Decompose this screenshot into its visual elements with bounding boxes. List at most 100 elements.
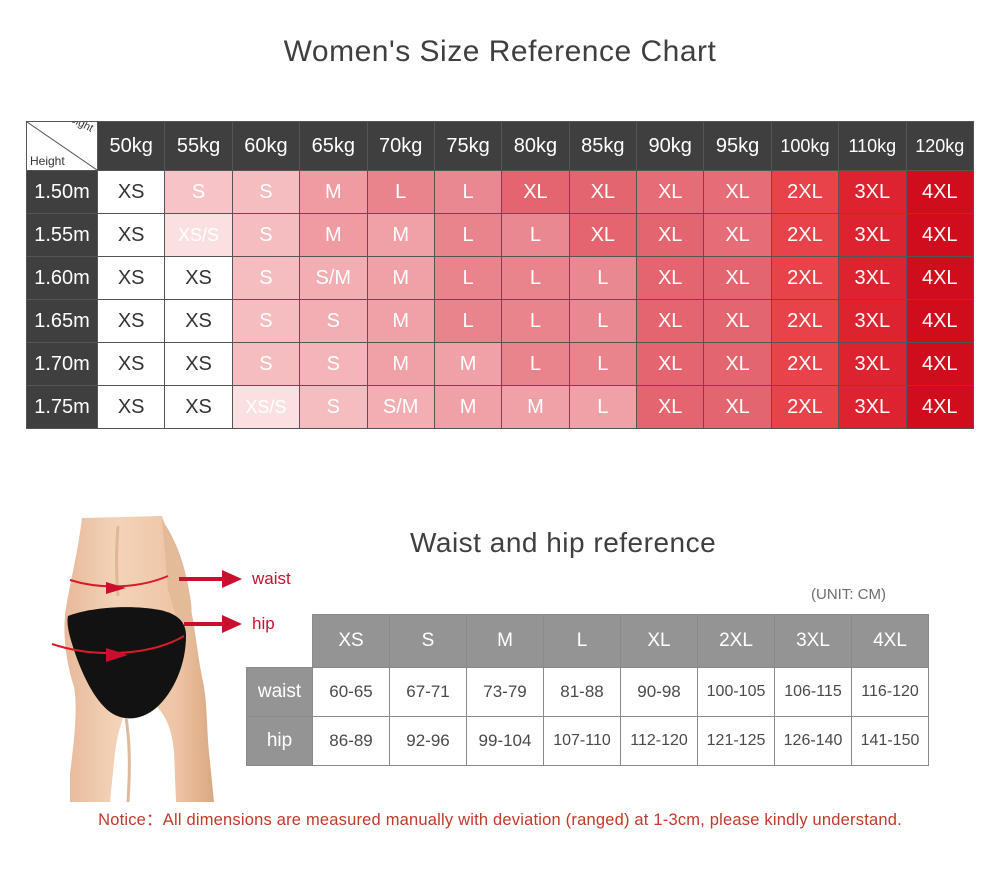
size-cell: M: [366, 342, 435, 386]
waist-hip-value-cell: 86-89: [312, 716, 390, 766]
waist-hip-row: hip 86-89 92-96 99-104 107-110 112-120 121-125…: [246, 716, 929, 766]
size-cell: XL: [635, 342, 705, 386]
size-cell: 4XL: [905, 385, 974, 429]
height-row-header: 1.55m: [26, 213, 98, 257]
weight-column-header: 90kg: [635, 121, 705, 171]
height-row-header: 1.65m: [26, 299, 98, 343]
waist-hip-value-cell: 107-110: [543, 716, 621, 766]
size-cell: XL: [703, 385, 772, 429]
corner-height-label: Height: [30, 154, 65, 168]
size-cell: XL: [703, 213, 772, 257]
height-row-header: 1.75m: [26, 385, 98, 429]
waist-hip-value-cell: 90-98: [620, 667, 698, 717]
waist-hip-value-cell: 100-105: [697, 667, 775, 717]
waist-hip-column-header: S: [389, 614, 467, 668]
weight-column-header: 95kg: [703, 121, 772, 171]
waist-hip-table: XS S M L XL 2XL 3XL 4XL waist 60-65 67-71 73-79 81-…: [246, 614, 929, 766]
size-cell: L: [501, 299, 570, 343]
waist-arrow-label: waist: [252, 569, 291, 588]
size-cell: L: [366, 170, 435, 214]
size-cell: XS: [164, 256, 233, 300]
size-cell: L: [568, 385, 638, 429]
waist-hip-header-row: XS S M L XL 2XL 3XL 4XL: [247, 614, 929, 668]
size-cell: XL: [635, 256, 705, 300]
waist-hip-column-header: L: [543, 614, 621, 668]
body-illustration: waist hip: [44, 512, 291, 803]
size-cell: 4XL: [905, 256, 974, 300]
size-grid-row: 1.55m XS XS/S S M M L L XL XL XL 2XL 3XL 4XL: [26, 213, 974, 257]
size-cell: L: [501, 213, 570, 257]
size-cell: M: [366, 213, 435, 257]
size-cell: 3XL: [838, 256, 907, 300]
waist-hip-value-cell: 60-65: [312, 667, 390, 717]
size-grid-row: 1.60m XS XS S S/M M L L L XL XL 2XL 3XL 4XL: [26, 256, 974, 300]
waist-hip-column-header: 2XL: [697, 614, 775, 668]
size-cell: 2XL: [770, 213, 840, 257]
hip-arrow-label: hip: [252, 614, 275, 633]
size-cell: XS: [164, 385, 233, 429]
waist-hip-title: Waist and hip reference: [410, 527, 717, 558]
size-cell: L: [568, 342, 638, 386]
size-cell: XL: [703, 256, 772, 300]
size-cell: M: [366, 256, 435, 300]
size-cell: S: [299, 342, 368, 386]
waist-hip-column-header: M: [466, 614, 544, 668]
size-cell: S: [231, 256, 301, 300]
size-cell: S: [164, 170, 233, 214]
size-grid-header-row: Weight Height 50kg 55kg 60kg 65kg 70kg 75kg 80…: [26, 121, 974, 171]
size-cell: XL: [635, 385, 705, 429]
waist-hip-row: waist 60-65 67-71 73-79 81-88 90-98 100-105 106…: [246, 667, 929, 717]
size-cell: XL: [703, 342, 772, 386]
waist-hip-row-label: hip: [246, 716, 313, 766]
diagonal-divider-icon: [27, 122, 97, 170]
size-cell: 3XL: [838, 342, 907, 386]
size-cell: M: [501, 385, 570, 429]
size-cell: XS: [96, 342, 166, 386]
weight-column-header: 80kg: [501, 121, 570, 171]
size-cell: 4XL: [905, 213, 974, 257]
waist-hip-corner-cell: [247, 615, 313, 668]
size-cell: XL: [635, 213, 705, 257]
size-cell: XS/S: [231, 385, 301, 429]
size-cell: XL: [568, 213, 638, 257]
size-cell: S: [231, 170, 301, 214]
size-cell: S/M: [299, 256, 368, 300]
size-cell: XS: [96, 256, 166, 300]
waist-hip-value-cell: 141-150: [851, 716, 929, 766]
size-cell: 3XL: [838, 170, 907, 214]
size-cell: M: [433, 342, 503, 386]
size-cell: 3XL: [838, 299, 907, 343]
size-cell: S: [231, 213, 301, 257]
size-cell: 2XL: [770, 342, 840, 386]
size-grid-row: 1.70m XS XS S S M M L L XL XL 2XL 3XL 4XL: [26, 342, 974, 386]
size-cell: L: [568, 299, 638, 343]
size-cell: XL: [501, 170, 570, 214]
weight-column-header: 60kg: [231, 121, 301, 171]
size-cell: 2XL: [770, 256, 840, 300]
size-cell: XS: [96, 385, 166, 429]
size-cell: XS: [164, 299, 233, 343]
size-grid-row: 1.65m XS XS S S M L L L XL XL 2XL 3XL 4XL: [26, 299, 974, 343]
size-cell: S: [299, 385, 368, 429]
size-cell: M: [433, 385, 503, 429]
height-row-header: 1.60m: [26, 256, 98, 300]
size-grid-row: 1.75m XS XS XS/S S S/M M M L XL XL 2XL 3XL 4XL: [26, 385, 974, 429]
size-cell: S: [231, 342, 301, 386]
waist-hip-body: waist 60-65 67-71 73-79 81-88 90-98 100-105 106…: [246, 667, 929, 766]
size-grid-body: 1.50m XS S S M L L XL XL XL XL 2XL 3XL 4XL 1.55m XS XS/S…: [26, 170, 974, 429]
size-cell: XS: [164, 342, 233, 386]
waist-hip-value-cell: 67-71: [389, 667, 467, 717]
size-cell: XL: [703, 170, 772, 214]
waist-hip-value-cell: 116-120: [851, 667, 929, 717]
size-cell: XL: [635, 299, 705, 343]
weight-column-header: 100kg: [770, 121, 840, 171]
size-cell: L: [568, 256, 638, 300]
size-cell: 3XL: [838, 385, 907, 429]
size-cell: L: [501, 256, 570, 300]
size-grid-row: 1.50m XS S S M L L XL XL XL XL 2XL 3XL 4XL: [26, 170, 974, 214]
size-reference-table: Weight Height 50kg 55kg 60kg 65kg 70kg 75kg 80…: [26, 121, 974, 429]
size-cell: 2XL: [770, 170, 840, 214]
size-cell: L: [433, 170, 503, 214]
waist-hip-value-cell: 92-96: [389, 716, 467, 766]
waist-hip-value-cell: 106-115: [774, 667, 852, 717]
